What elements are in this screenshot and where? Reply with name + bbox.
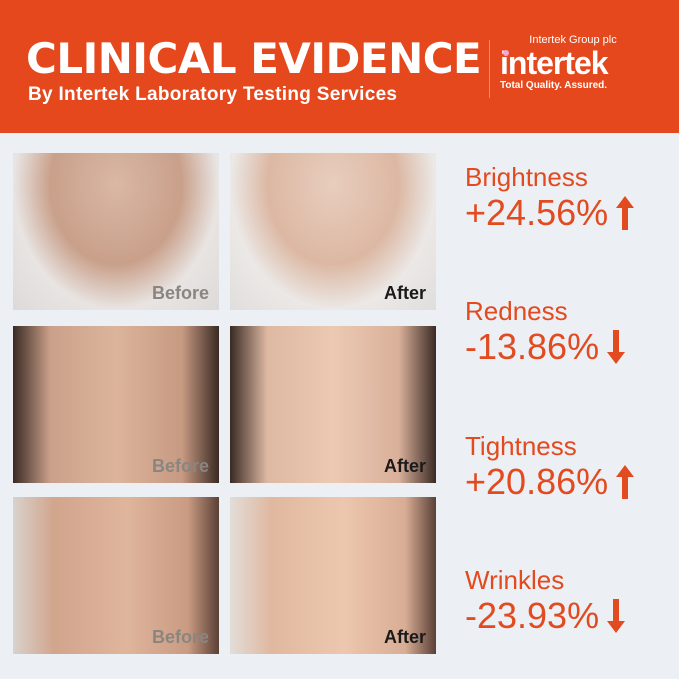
arrow-down-icon bbox=[607, 599, 626, 633]
stat-wrinkles: Wrinkles -23.93% bbox=[465, 565, 626, 637]
arrow-up-icon bbox=[616, 196, 635, 230]
stat-name: Brightness bbox=[465, 162, 588, 192]
stat-value: -13.86% bbox=[465, 326, 600, 367]
after-photo-1: After bbox=[230, 153, 436, 310]
logo-dot bbox=[503, 50, 509, 56]
stat-name: Tightness bbox=[465, 431, 577, 461]
logo-tagline: Total Quality. Assured. bbox=[500, 80, 608, 91]
after-label: After bbox=[383, 456, 426, 476]
before-photo-1: Before bbox=[13, 153, 219, 310]
after-label: After bbox=[383, 627, 426, 647]
stat-redness: Redness -13.86% bbox=[465, 296, 626, 368]
arrow-down-icon bbox=[607, 330, 626, 364]
after-photo-3: After bbox=[230, 497, 436, 654]
stat-brightness: Brightness +24.56% bbox=[465, 162, 635, 234]
header-banner: CLINICAL EVIDENCE By Intertek Laboratory… bbox=[0, 0, 679, 133]
before-photo-2: Before bbox=[13, 326, 219, 483]
stat-value: +24.56% bbox=[465, 192, 609, 233]
stat-name: Redness bbox=[465, 296, 568, 326]
stat-value: +20.86% bbox=[465, 461, 609, 502]
after-label: After bbox=[383, 283, 426, 303]
before-label: Before bbox=[151, 456, 209, 476]
page-title: CLINICAL EVIDENCE bbox=[26, 34, 482, 83]
arrow-up-icon bbox=[616, 465, 635, 499]
stat-tightness: Tightness +20.86% bbox=[465, 431, 635, 503]
logo-brand: intertek bbox=[500, 45, 609, 81]
before-label: Before bbox=[151, 627, 209, 647]
stat-value: -23.93% bbox=[465, 595, 600, 636]
logo-group: Intertek Group plc bbox=[529, 34, 617, 46]
stat-name: Wrinkles bbox=[465, 565, 565, 595]
after-photo-2: After bbox=[230, 326, 436, 483]
before-label: Before bbox=[151, 283, 209, 303]
intertek-logo: Intertek Group plc intertek Total Qualit… bbox=[500, 34, 660, 91]
before-photo-3: Before bbox=[13, 497, 219, 654]
divider bbox=[489, 40, 490, 98]
page-subtitle: By Intertek Laboratory Testing Services bbox=[28, 84, 398, 105]
